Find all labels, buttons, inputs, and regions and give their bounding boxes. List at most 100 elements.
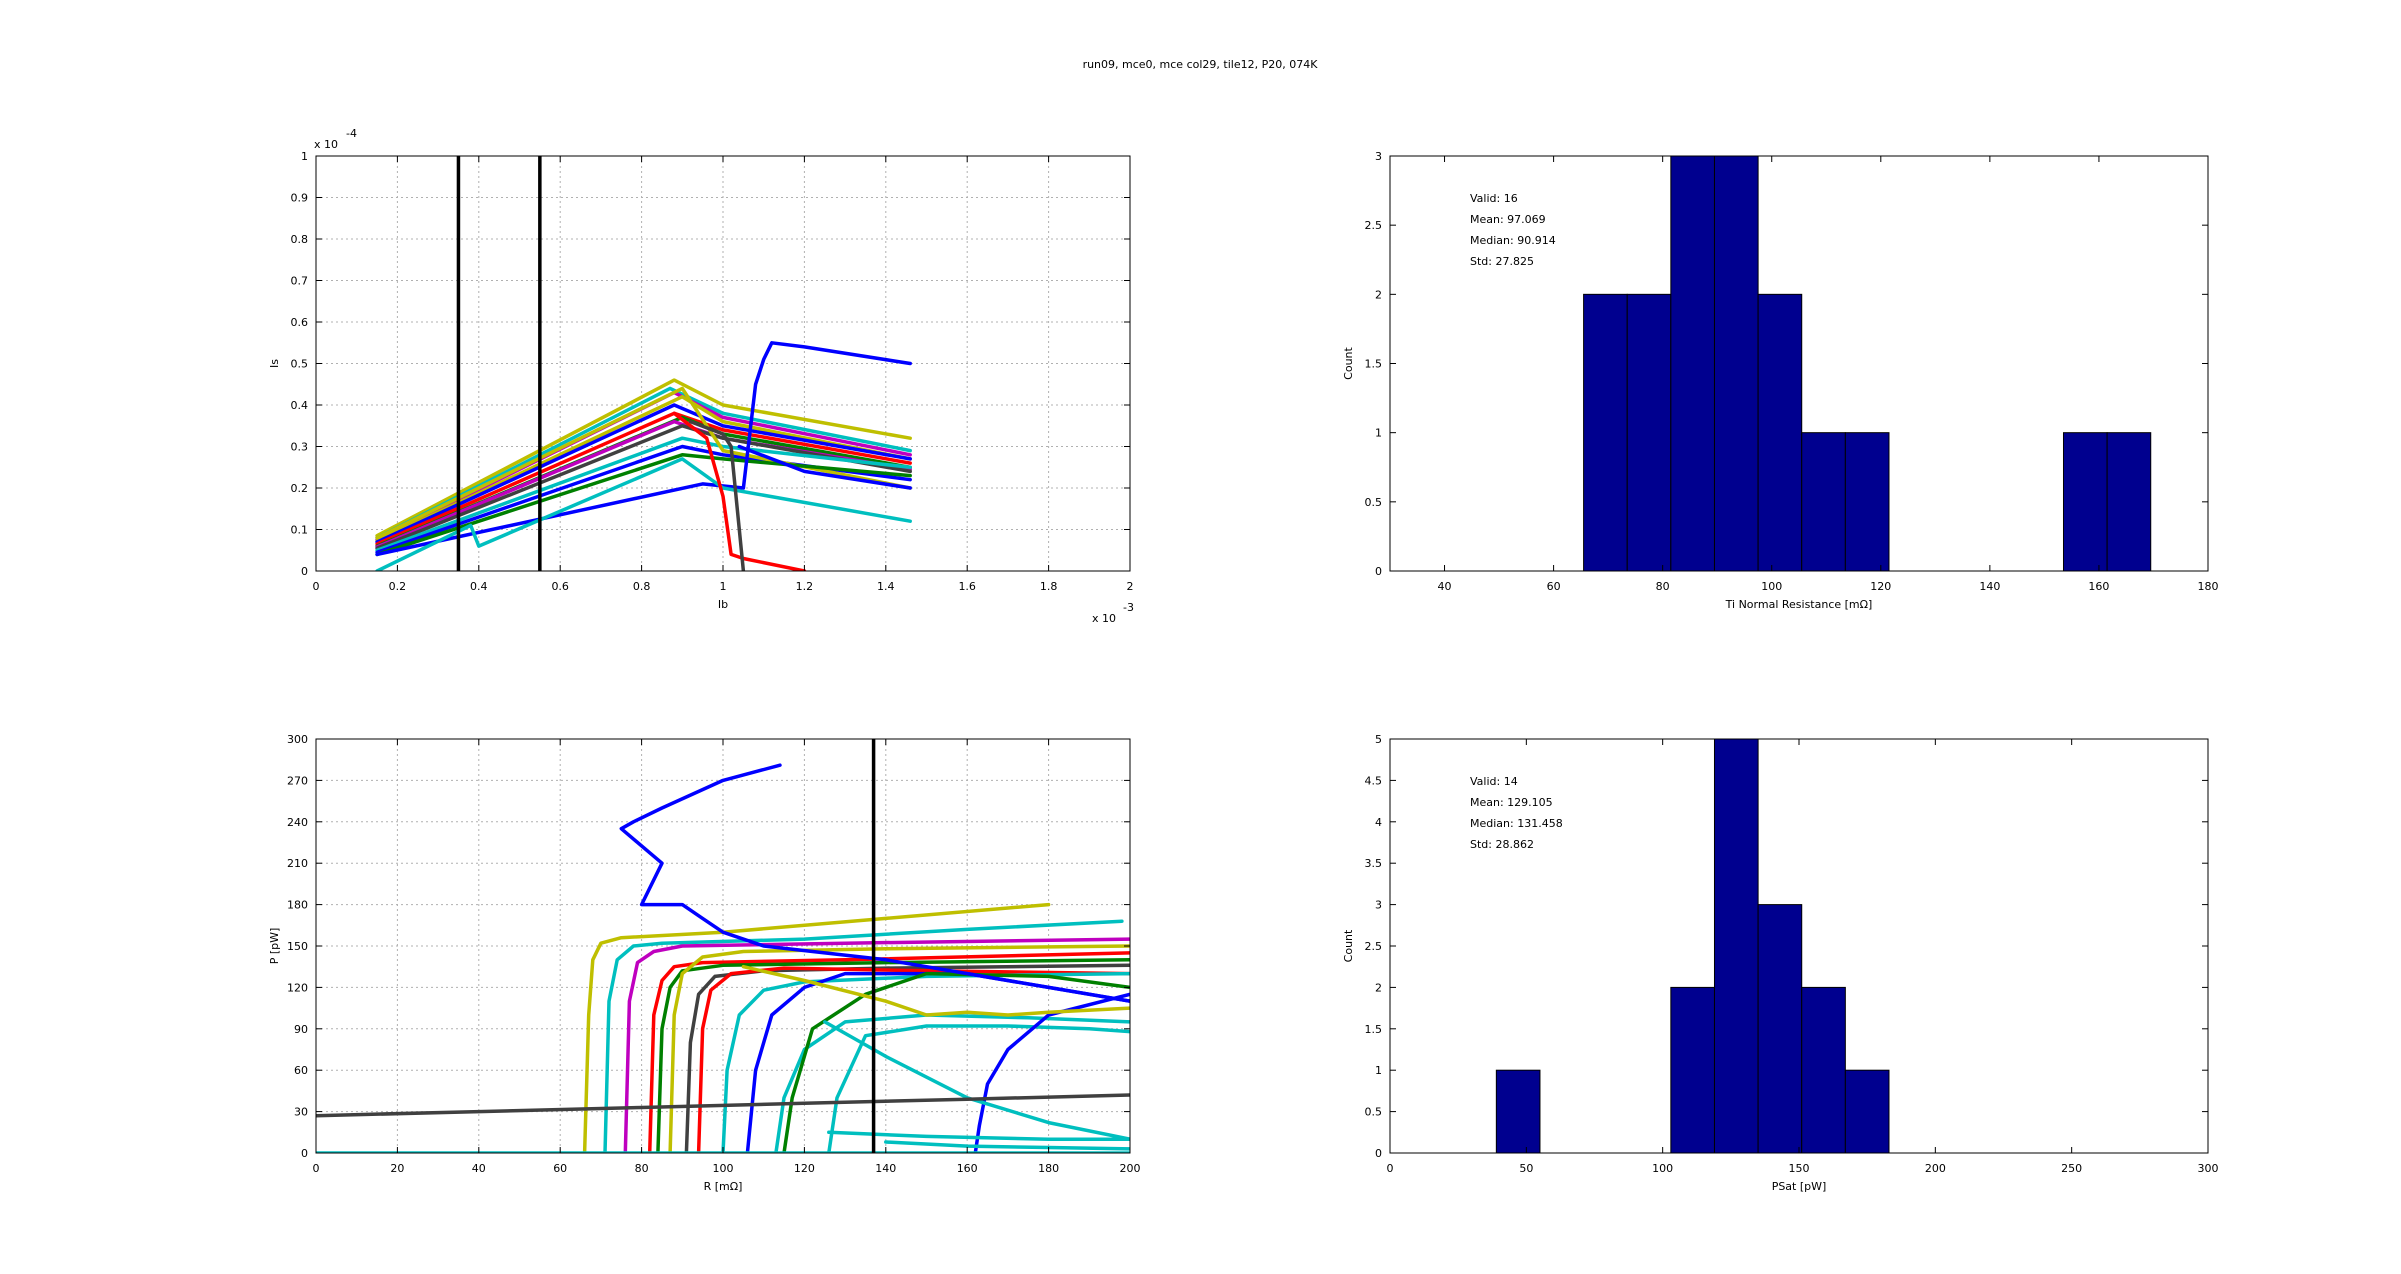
y-tick-label: 5 [1375,733,1382,746]
histogram-bar [1583,293,1628,571]
y-tick-label: 1 [1375,1064,1382,1077]
y-tick-label: 1 [1375,427,1382,440]
y-tick-label: 2 [1375,981,1382,994]
is-vs-ib-plot: 0 0.2 0.4 0.6 0.8 1 1.2 1.4 1.6 1.8 2 0 0.1 0.2 0.3 0.4… [268,127,1134,625]
series-line [375,424,912,550]
series-line [375,341,912,557]
y-axis-label: Is [268,359,281,368]
histogram-bar [1801,986,1846,1153]
series-line [623,937,1130,1153]
y-tick-label: 270 [287,774,308,787]
stats-line: Std: 28.862 [1470,838,1534,851]
x-tick-label: 100 [1761,580,1782,593]
y-tick-label: 210 [287,857,308,870]
y-tick-label: 0 [1375,1147,1382,1160]
series-line [884,1140,1130,1151]
figure-title: run09, mce0, mce col29, tile12, P20, 074… [1083,58,1319,71]
x-tick-label: 140 [875,1162,896,1175]
y-tick-label: 0.6 [291,316,309,329]
series-line [737,444,912,490]
series-line [375,378,912,538]
y-tick-label: 300 [287,733,308,746]
x-tick-label: 60 [553,1162,567,1175]
x-exponent-power: -3 [1123,601,1134,614]
x-tick-label: 100 [713,1162,734,1175]
series-line [375,386,912,540]
series-line [375,411,912,546]
x-tick-label: 40 [1438,580,1452,593]
x-tick-label: 80 [635,1162,649,1175]
x-tick-label: 300 [2198,1162,2219,1175]
series-line [375,394,912,543]
y-tick-label: 2.5 [1365,940,1383,953]
y-tick-label: 3 [1375,150,1382,163]
series-line [827,1130,1130,1141]
y-tick-label: 30 [294,1106,308,1119]
stats-line: Mean: 97.069 [1470,213,1546,226]
histogram-bar [1844,1069,1890,1153]
x-tick-label: 1 [720,580,727,593]
plot-data [1583,156,2152,571]
series-line [656,958,1130,1153]
y-tick-label: 2 [1375,288,1382,301]
y-exponent-label: x 10 [314,138,338,151]
plot-data [316,739,1130,1153]
series-line [672,411,807,571]
x-tick-label: 1.2 [796,580,814,593]
stats-line: Median: 131.458 [1470,817,1563,830]
y-tick-label: 0.3 [291,441,309,454]
x-tick-label: 60 [1547,580,1561,593]
x-tick-label: 2 [1127,580,1134,593]
x-tick-label: 0 [313,580,320,593]
y-tick-label: 0.4 [291,399,309,412]
y-tick-label: 1 [301,150,308,163]
y-tick-label: 180 [287,899,308,912]
y-tick-label: 0 [301,565,308,578]
series-line [619,763,1130,1003]
series-line [316,1093,1130,1118]
normal-resistance-histogram: Valid: 16 Mean: 97.069 Median: 90.914 Std: … [1342,150,2219,611]
y-axis-label: Count [1342,929,1355,962]
y-tick-label: 0.1 [291,524,309,537]
series-line [696,966,1130,1153]
y-tick-label: 60 [294,1064,308,1077]
histogram-bar [1801,432,1846,571]
series-line [721,971,1130,1153]
histogram-bar [1844,432,1890,571]
x-tick-label: 80 [1656,580,1670,593]
histogram-bar [1757,293,1803,571]
x-tick-label: 250 [2061,1162,2082,1175]
histogram-bar [1757,904,1803,1153]
series-line [827,1024,1130,1153]
histogram-bar [2062,432,2108,571]
y-tick-label: 0.7 [291,275,309,288]
y-tick-label: 3.5 [1365,857,1383,870]
series-line [774,1013,1130,1153]
x-axis-label: PSat [pW] [1772,1180,1827,1193]
histogram-bar [1670,156,1715,571]
series-line [688,419,746,571]
x-tick-label: 0.4 [470,580,488,593]
x-tick-label: 200 [1925,1162,1946,1175]
y-tick-label: 120 [287,981,308,994]
y-tick-label: 0.2 [291,482,309,495]
x-tick-label: 200 [1120,1162,1141,1175]
x-tick-label: 180 [1038,1162,1059,1175]
x-tick-label: 120 [1870,580,1891,593]
x-tick-label: 140 [1979,580,2000,593]
y-exponent-power: -4 [346,127,357,140]
series-line [582,902,1051,1153]
power-vs-resistance-plot: 0 20 40 60 80 100 120 140 160 180 200 0 30 60 90 120 150… [268,733,1141,1193]
histogram-bar [1495,1069,1541,1153]
y-tick-label: 2.5 [1365,219,1383,232]
histogram-bar [2106,432,2152,571]
x-axis-label: Ti Normal Resistance [mΩ] [1725,598,1873,611]
x-tick-label: 0.8 [633,580,651,593]
stats-line: Std: 27.825 [1470,255,1534,268]
x-tick-label: 100 [1652,1162,1673,1175]
y-tick-label: 150 [287,940,308,953]
y-tick-label: 0.5 [1365,496,1383,509]
y-tick-label: 4.5 [1365,774,1383,787]
x-tick-label: 40 [472,1162,486,1175]
x-tick-label: 160 [957,1162,978,1175]
